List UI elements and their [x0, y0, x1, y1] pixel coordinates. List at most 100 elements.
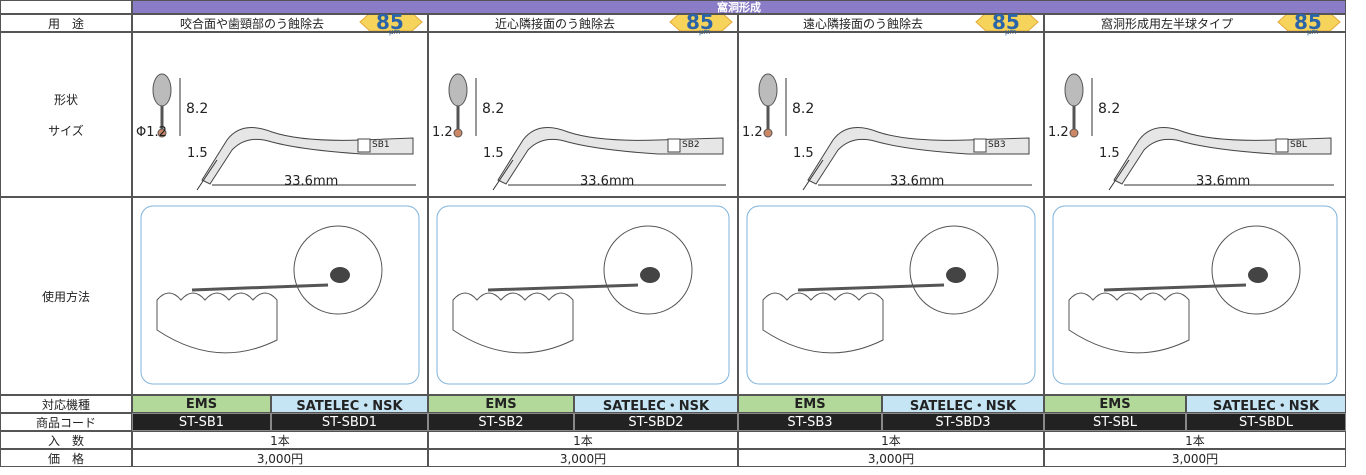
dim-line — [1108, 159, 1130, 191]
dim-shank: 33.6mm — [284, 174, 339, 189]
dim-length: 8.2 — [186, 101, 209, 117]
dim-tip: 1.5 — [187, 146, 208, 161]
dim-line — [196, 159, 218, 191]
method-cell — [428, 197, 738, 395]
compat-ems: EMS — [1044, 395, 1186, 413]
tip-ball — [1069, 128, 1079, 138]
compat-satelec: SATELEC・NSK — [271, 395, 428, 414]
marking-box — [667, 138, 681, 153]
marking-box — [357, 138, 371, 153]
usage: 遠心隣接面のう蝕除去 — [802, 17, 923, 31]
quantity: 1本 — [428, 431, 738, 449]
dim-diameter: 1.2 — [1048, 125, 1069, 140]
method-cell — [132, 197, 428, 395]
caries-sketch — [330, 267, 350, 283]
dim-line — [802, 159, 824, 191]
usage: 近心隣接面のう蝕除去 — [494, 17, 615, 31]
section-title: 窩洞形成 — [132, 0, 1346, 14]
quantity: 1本 — [132, 431, 428, 449]
row-label: 価 格 — [0, 449, 132, 467]
code-satelec: ST-SBD1 — [271, 413, 428, 431]
handpiece-sketch — [797, 283, 945, 292]
compat-ems: EMS — [132, 395, 271, 413]
dim-length: 8.2 — [792, 101, 815, 117]
row-label: 対応機種 — [0, 395, 132, 413]
dim-diameter: 1.2 — [742, 125, 763, 140]
dim-shank: 33.6mm — [1196, 174, 1251, 189]
row-label: 商品コード — [0, 413, 132, 431]
code-ems: ST-SB2 — [428, 413, 574, 431]
code-satelec: ST-SBDL — [1186, 413, 1346, 431]
tip-ball — [763, 128, 773, 138]
teeth-sketch — [1068, 292, 1190, 354]
dim-shank: 33.6mm — [580, 174, 635, 189]
row-label-line: サイズ — [48, 123, 84, 138]
marking: SB3 — [988, 140, 1006, 150]
marking-box — [973, 138, 987, 153]
compat-satelec: SATELEC・NSK — [574, 395, 738, 414]
dim-tip: 1.5 — [483, 146, 504, 161]
caries-sketch — [1248, 267, 1268, 283]
badge: 85 — [1294, 10, 1322, 34]
compat-ems: EMS — [738, 395, 882, 413]
badge: 85 — [376, 10, 404, 34]
teeth-sketch — [452, 292, 574, 354]
quantity: 1本 — [1044, 431, 1346, 449]
caries-sketch — [640, 267, 660, 283]
price: 3,000円 — [738, 449, 1044, 467]
shape-cell — [1044, 32, 1346, 197]
row-label: 使用方法 — [0, 197, 132, 395]
corner-cell — [0, 0, 132, 14]
handpiece-sketch — [191, 283, 329, 292]
marking: SB1 — [372, 140, 390, 150]
code-ems: ST-SB1 — [132, 413, 271, 431]
shape-cell — [738, 32, 1044, 197]
badge: 85 — [992, 10, 1020, 34]
dim-length: 8.2 — [482, 101, 505, 117]
method-cell — [738, 197, 1044, 395]
compat-satelec: SATELEC・NSK — [882, 395, 1044, 414]
dim-diameter: 1.2 — [432, 125, 453, 140]
teeth-sketch — [762, 292, 884, 354]
compat-ems: EMS — [428, 395, 574, 413]
code-ems: ST-SB3 — [738, 413, 882, 431]
row-label-line: 形状 — [53, 92, 78, 107]
code-satelec: ST-SBD2 — [574, 413, 738, 431]
dim-tip: 1.5 — [1099, 146, 1120, 161]
row-label: 用 途 — [0, 14, 132, 32]
marking: SB2 — [682, 140, 700, 150]
usage-cell — [132, 14, 428, 32]
price: 3,000円 — [428, 449, 738, 467]
code-satelec: ST-SBD3 — [882, 413, 1044, 431]
price: 3,000円 — [132, 449, 428, 467]
usage: 窩洞形成用左半球タイプ — [1100, 17, 1233, 31]
dim-line — [492, 159, 514, 191]
dim-shank: 33.6mm — [890, 174, 945, 189]
caries-sketch — [946, 267, 966, 283]
usage-cell — [738, 14, 1044, 32]
usage-cell — [428, 14, 738, 32]
compat-satelec: SATELEC・NSK — [1186, 395, 1346, 414]
quantity: 1本 — [738, 431, 1044, 449]
marking-box — [1275, 138, 1289, 153]
handpiece-sketch — [1103, 283, 1247, 292]
shape-cell — [132, 32, 428, 197]
teeth-sketch — [156, 292, 278, 354]
tip-ball — [453, 128, 463, 138]
usage-cell — [1044, 14, 1346, 32]
usage: 咬合面や歯頸部のう蝕除去 — [179, 17, 324, 31]
row-label: 入 数 — [0, 431, 132, 449]
dim-tip: 1.5 — [793, 146, 814, 161]
dim-diameter: Φ1.2 — [136, 125, 167, 140]
tip-ball — [157, 128, 167, 138]
code-ems: ST-SBL — [1044, 413, 1186, 431]
method-cell — [1044, 197, 1346, 395]
dim-length: 8.2 — [1098, 101, 1121, 117]
marking: SBL — [1290, 140, 1307, 150]
row-label: 形状 サイズ — [0, 32, 132, 197]
shape-cell — [428, 32, 738, 197]
badge: 85 — [686, 10, 714, 34]
handpiece-sketch — [487, 283, 639, 292]
instrument — [497, 127, 724, 185]
